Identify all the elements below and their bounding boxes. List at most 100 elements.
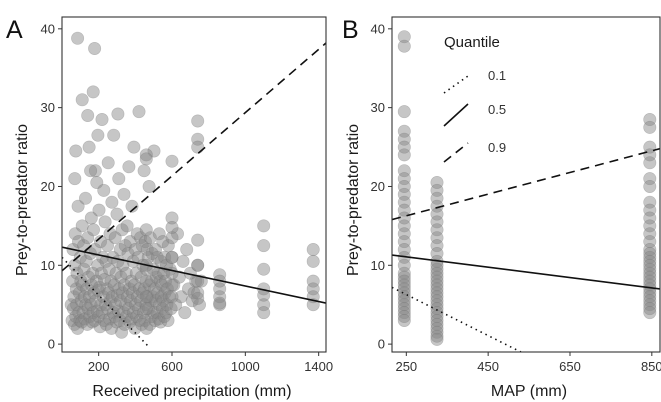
data-point xyxy=(397,290,411,304)
data-point xyxy=(121,290,135,304)
panel-a-frame xyxy=(61,16,327,353)
data-point xyxy=(101,302,115,316)
data-point xyxy=(643,250,657,264)
y-tick-label: 0 xyxy=(48,337,55,352)
panel-b-x-axis-title: MAP (mm) xyxy=(491,383,567,400)
data-point xyxy=(151,286,165,300)
data-point xyxy=(96,290,110,304)
data-point xyxy=(68,172,82,186)
data-point xyxy=(397,187,411,201)
data-point xyxy=(643,302,657,316)
data-point xyxy=(148,282,162,296)
data-point xyxy=(165,154,179,168)
data-point xyxy=(128,243,142,257)
data-point xyxy=(430,325,444,339)
data-point xyxy=(643,227,657,241)
data-point xyxy=(88,243,102,257)
data-point xyxy=(156,302,170,316)
data-point xyxy=(118,239,132,253)
data-point xyxy=(75,219,89,233)
data-point xyxy=(643,172,657,186)
y-tick-label: 20 xyxy=(41,179,55,194)
data-point xyxy=(165,290,179,304)
data-point xyxy=(397,266,411,280)
data-point xyxy=(99,254,113,268)
data-point xyxy=(139,148,153,162)
data-point xyxy=(430,298,444,312)
data-point xyxy=(94,266,108,280)
data-point xyxy=(121,247,135,261)
data-point xyxy=(397,195,411,209)
data-point xyxy=(143,278,157,292)
data-point xyxy=(85,315,99,329)
data-point xyxy=(68,227,82,241)
y-tick-label: 0 xyxy=(378,337,385,352)
data-point xyxy=(88,41,102,55)
data-point xyxy=(430,231,444,245)
data-point xyxy=(156,294,170,308)
data-point xyxy=(72,306,86,320)
panel-b: B Prey-to-predator ratio MAP (mm) 0 10 20 3… xyxy=(342,16,661,400)
data-point xyxy=(158,286,172,300)
data-point xyxy=(116,306,130,320)
data-point xyxy=(95,113,109,127)
legend-label-0.5: 0.5 xyxy=(488,102,506,117)
data-point xyxy=(94,235,108,249)
panel-a: A Prey-to-predator ratio Received precip… xyxy=(6,16,333,400)
data-point xyxy=(79,191,93,205)
data-point xyxy=(397,227,411,241)
quantile-line-0.1 xyxy=(62,256,151,349)
data-point xyxy=(397,258,411,272)
data-point xyxy=(165,231,179,245)
data-point xyxy=(83,309,97,323)
data-point xyxy=(430,294,444,308)
data-point xyxy=(112,304,126,318)
data-point xyxy=(161,313,175,327)
data-point xyxy=(147,306,161,320)
data-point xyxy=(306,254,320,268)
data-point xyxy=(643,235,657,249)
data-point xyxy=(191,233,205,247)
data-point xyxy=(97,313,111,327)
quantile-line-0.5 xyxy=(392,254,660,290)
data-point xyxy=(191,140,205,154)
data-point xyxy=(70,298,84,312)
data-point xyxy=(100,282,114,296)
data-point xyxy=(104,274,118,288)
data-point xyxy=(131,290,145,304)
data-point xyxy=(144,294,158,308)
data-point xyxy=(105,195,119,209)
data-point xyxy=(643,247,657,261)
data-point xyxy=(81,109,95,123)
data-point xyxy=(152,227,166,241)
data-point xyxy=(109,266,123,280)
panel-a-x-axis-title: Received precipitation (mm) xyxy=(92,383,291,400)
data-point xyxy=(148,313,162,327)
data-point xyxy=(134,270,148,284)
data-point xyxy=(213,296,227,310)
x-tick-label: 1000 xyxy=(231,359,260,374)
data-point xyxy=(141,290,155,304)
data-point xyxy=(84,164,98,178)
data-point xyxy=(643,140,657,154)
data-point xyxy=(127,278,141,292)
data-point xyxy=(108,309,122,323)
data-point xyxy=(643,219,657,233)
data-point xyxy=(98,215,112,229)
data-point xyxy=(81,302,95,316)
data-point xyxy=(397,286,411,300)
data-point xyxy=(145,309,159,323)
data-point xyxy=(139,274,153,288)
data-point xyxy=(139,290,153,304)
data-point xyxy=(157,309,171,323)
data-point xyxy=(430,239,444,253)
data-point xyxy=(430,306,444,320)
data-point xyxy=(147,144,161,158)
data-point xyxy=(117,278,131,292)
x-tick-label: 200 xyxy=(88,359,110,374)
data-point xyxy=(213,298,227,312)
data-point xyxy=(66,302,80,316)
data-point xyxy=(79,298,93,312)
panel-b-frame xyxy=(391,16,661,353)
data-point xyxy=(123,282,137,296)
